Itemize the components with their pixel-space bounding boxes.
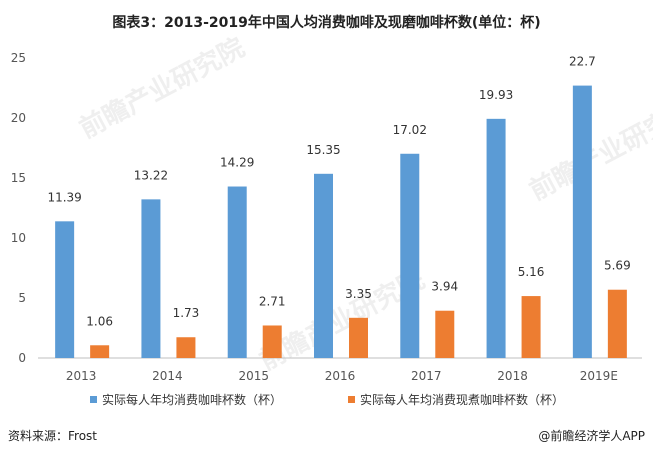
data-label: 14.29 bbox=[220, 156, 254, 170]
y-tick-label: 15 bbox=[11, 171, 26, 185]
bar-coffee bbox=[141, 199, 161, 358]
data-label: 19.93 bbox=[479, 88, 513, 102]
y-tick-label: 5 bbox=[18, 291, 26, 305]
x-tick-label: 2014 bbox=[152, 369, 183, 383]
x-tick-label: 2013 bbox=[66, 369, 97, 383]
data-label: 13.22 bbox=[134, 168, 168, 182]
bar-brewed bbox=[435, 310, 455, 358]
y-tick-label: 25 bbox=[11, 51, 26, 65]
source-note: 资料来源：Frost bbox=[8, 429, 97, 443]
bar-coffee bbox=[486, 118, 506, 358]
data-label: 1.06 bbox=[86, 314, 113, 328]
x-tick-label: 2017 bbox=[411, 369, 442, 383]
data-label: 22.7 bbox=[569, 55, 596, 69]
data-label: 17.02 bbox=[393, 123, 427, 137]
data-label: 5.16 bbox=[518, 265, 545, 279]
bar-brewed bbox=[607, 289, 627, 358]
chart-title: 图表3：2013-2019年中国人均消费咖啡及现磨咖啡杯数(单位：杯) bbox=[112, 15, 541, 31]
bar-brewed bbox=[262, 325, 282, 358]
x-tick-label: 2019E bbox=[580, 369, 618, 383]
data-label: 1.73 bbox=[173, 306, 200, 320]
x-tick-label: 2015 bbox=[238, 369, 269, 383]
y-tick-label: 20 bbox=[11, 111, 26, 125]
bar-brewed bbox=[521, 296, 541, 358]
legend-swatch bbox=[348, 396, 355, 403]
y-tick-label: 0 bbox=[18, 351, 26, 365]
x-tick-label: 2016 bbox=[325, 369, 356, 383]
legend-label: 实际每人年均消费现煮咖啡杯数（杯） bbox=[360, 392, 564, 407]
x-tick-label: 2018 bbox=[497, 369, 528, 383]
bar-coffee bbox=[227, 186, 247, 358]
y-tick-label: 10 bbox=[11, 231, 26, 245]
data-label: 3.94 bbox=[431, 280, 458, 294]
data-label: 11.39 bbox=[47, 190, 81, 204]
bar-coffee bbox=[55, 221, 75, 358]
bar-coffee bbox=[572, 85, 592, 358]
bar-brewed bbox=[349, 317, 368, 358]
data-label: 15.35 bbox=[306, 143, 340, 157]
bar-brewed bbox=[90, 345, 110, 358]
bar-coffee bbox=[314, 173, 333, 358]
legend-swatch bbox=[90, 396, 97, 403]
data-label: 3.35 bbox=[345, 287, 372, 301]
legend-label: 实际每人年均消费咖啡杯数（杯） bbox=[102, 392, 282, 407]
data-label: 5.69 bbox=[604, 259, 631, 273]
brand-label: @前瞻经济学人APP bbox=[538, 429, 645, 443]
bar-brewed bbox=[176, 337, 196, 358]
bar-coffee bbox=[400, 153, 420, 358]
data-label: 2.71 bbox=[259, 294, 286, 308]
